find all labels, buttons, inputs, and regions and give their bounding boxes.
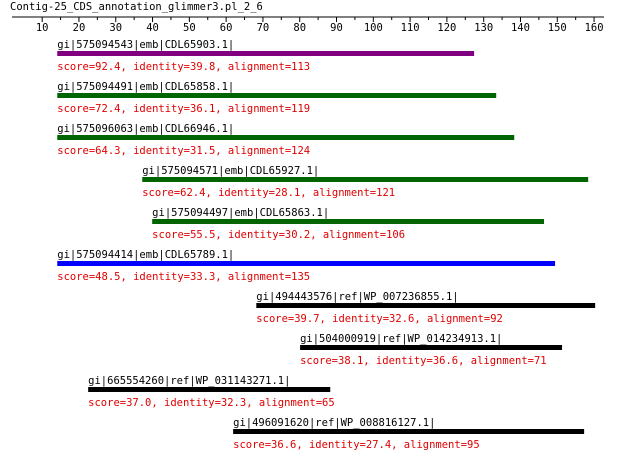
- hit-score: score=38.1, identity=36.6, alignment=71: [300, 355, 547, 367]
- hit-name: gi|575096063|emb|CDL66946.1|: [57, 123, 234, 135]
- hit-name: gi|494443576|ref|WP_007236855.1|: [256, 291, 458, 303]
- x-tick-label: 50: [183, 22, 196, 34]
- hit-score: score=92.4, identity=39.8, alignment=113: [57, 61, 310, 73]
- x-tick-label: 130: [474, 22, 493, 34]
- x-tick-label: 40: [146, 22, 159, 34]
- hit-bar: [256, 303, 596, 308]
- x-tick-label: 60: [220, 22, 233, 34]
- hit-score: score=48.5, identity=33.3, alignment=135: [57, 271, 310, 283]
- hit-score: score=72.4, identity=36.1, alignment=119: [57, 103, 310, 115]
- chart-title: Contig-25_CDS_annotation_glimmer3.pl_2_6: [10, 1, 263, 13]
- hit-name: gi|575094543|emb|CDL65903.1|: [57, 39, 234, 51]
- x-tick-label: 160: [585, 22, 604, 34]
- hit-score: score=39.7, identity=32.6, alignment=92: [256, 313, 503, 325]
- hit-score: score=37.0, identity=32.3, alignment=65: [88, 397, 335, 409]
- x-tick-label: 10: [36, 22, 49, 34]
- hit-name: gi|496091620|ref|WP_008816127.1|: [233, 417, 435, 429]
- hit-bar: [233, 429, 585, 434]
- hit-name: gi|575094571|emb|CDL65927.1|: [142, 165, 319, 177]
- hit-name: gi|504000919|ref|WP_014234913.1|: [300, 333, 502, 345]
- hit-bar: [152, 219, 545, 224]
- x-tick-label: 120: [437, 22, 456, 34]
- hit-score: score=64.3, identity=31.5, alignment=124: [57, 145, 310, 157]
- hit-bar: [57, 51, 475, 56]
- hit-bar: [88, 387, 331, 392]
- x-tick-label: 70: [257, 22, 270, 34]
- x-tick-label: 110: [401, 22, 420, 34]
- hit-bar: [57, 135, 515, 140]
- x-tick-label: 30: [109, 22, 122, 34]
- x-tick-label: 100: [364, 22, 383, 34]
- hit-score: score=36.6, identity=27.4, alignment=95: [233, 439, 480, 451]
- x-tick-label: 140: [511, 22, 530, 34]
- hit-bar: [300, 345, 563, 350]
- hit-score: score=62.4, identity=28.1, alignment=121: [142, 187, 395, 199]
- hit-name: gi|575094497|emb|CDL65863.1|: [152, 207, 329, 219]
- hit-bar: [142, 177, 589, 182]
- hit-bar: [57, 93, 497, 98]
- x-tick-label: 20: [73, 22, 86, 34]
- hit-name: gi|575094491|emb|CDL65858.1|: [57, 81, 234, 93]
- x-tick-label: 150: [548, 22, 567, 34]
- hit-name: gi|665554260|ref|WP_031143271.1|: [88, 375, 290, 387]
- hit-score: score=55.5, identity=30.2, alignment=106: [152, 229, 405, 241]
- hit-bar: [57, 261, 556, 266]
- x-tick-label: 80: [293, 22, 306, 34]
- hit-name: gi|575094414|emb|CDL65789.1|: [57, 249, 234, 261]
- x-tick-label: 90: [330, 22, 343, 34]
